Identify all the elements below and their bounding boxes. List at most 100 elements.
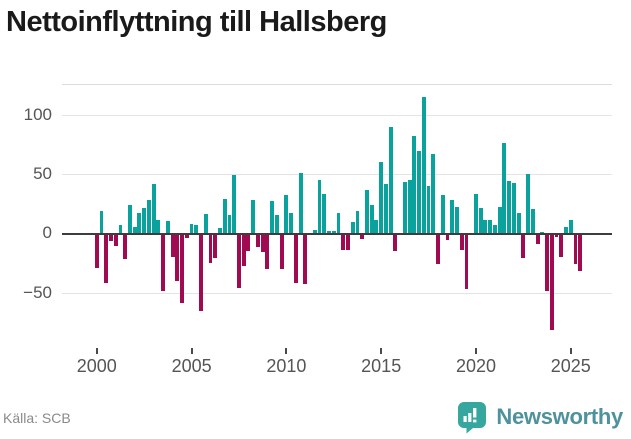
bar-2016Q2 xyxy=(402,182,407,235)
newsworthy-logo-icon xyxy=(456,400,487,434)
x-tick-2020 xyxy=(475,348,477,354)
bar-2021Q3 xyxy=(502,142,507,235)
bar-2017Q2 xyxy=(421,96,426,235)
bar-2005Q2 xyxy=(194,224,199,235)
gridline-100 xyxy=(62,115,612,117)
bar-2007Q2 xyxy=(232,174,237,235)
bar-2003Q2 xyxy=(156,220,161,235)
bar-2006Q2 xyxy=(213,234,218,259)
y-tick-label--50: −50 xyxy=(23,282,52,302)
bar-2022Q4 xyxy=(526,173,531,235)
x-tick-label-2015: 2015 xyxy=(361,356,402,376)
gridline-−50 xyxy=(62,293,612,295)
bar-2015Q2 xyxy=(383,184,388,235)
bar-2014Q1 xyxy=(360,234,365,240)
bar-2007Q3 xyxy=(237,234,241,288)
bar-2009Q4 xyxy=(279,234,284,269)
bar-2021Q1 xyxy=(492,224,497,235)
bar-2025Q1 xyxy=(568,220,573,235)
bar-2001Q3 xyxy=(123,234,128,260)
bar-2018Q3 xyxy=(445,234,450,241)
bar-2011Q3 xyxy=(312,229,317,235)
bar-2003Q1 xyxy=(151,184,156,235)
bar-2012Q2 xyxy=(327,230,331,235)
bar-2001Q4 xyxy=(127,204,132,235)
bar-2011Q4 xyxy=(317,179,322,235)
bar-2012Q1 xyxy=(322,193,327,235)
bar-2013Q2 xyxy=(346,234,350,250)
bar-2015Q4 xyxy=(393,234,398,251)
newsworthy-branding: Newsworthy xyxy=(456,400,623,434)
x-tick-label-2005: 2005 xyxy=(171,356,212,376)
zero-axis-line xyxy=(62,233,612,236)
bar-2025Q3 xyxy=(578,234,583,272)
bar-2000Q4 xyxy=(109,234,113,242)
bar-2012Q3 xyxy=(331,230,336,235)
bar-2014Q4 xyxy=(374,220,379,235)
bar-2010Q2 xyxy=(289,212,294,235)
bar-2020Q1 xyxy=(474,193,478,235)
bar-2008Q1 xyxy=(246,234,251,251)
bar-2022Q3 xyxy=(521,234,526,259)
x-tick-2005 xyxy=(190,348,193,354)
bar-2009Q1 xyxy=(265,234,270,269)
bar-2015Q1 xyxy=(379,161,384,235)
bar-2009Q2 xyxy=(270,201,275,235)
y-tick-label-100: 100 xyxy=(23,104,52,124)
bar-2017Q1 xyxy=(417,151,421,235)
bar-2024Q2 xyxy=(554,234,559,237)
bar-2023Q4 xyxy=(545,234,549,292)
bar-2002Q1 xyxy=(132,227,137,235)
bar-2022Q1 xyxy=(511,183,516,235)
bar-2024Q1 xyxy=(549,234,554,331)
y-tick-label-0: 0 xyxy=(42,223,52,243)
bar-2022Q2 xyxy=(516,212,521,235)
bar-2007Q4 xyxy=(241,234,246,267)
bar-2020Q3 xyxy=(483,220,488,235)
bar-2003Q3 xyxy=(161,234,166,292)
bar-2005Q4 xyxy=(203,214,208,235)
bar-2002Q3 xyxy=(142,208,147,235)
bar-2024Q4 xyxy=(564,227,568,235)
bar-2000Q1 xyxy=(94,234,99,268)
bar-2014Q2 xyxy=(364,190,369,235)
bar-2023Q3 xyxy=(540,231,545,235)
bar-2024Q3 xyxy=(559,234,564,257)
bar-2019Q3 xyxy=(464,234,469,289)
bar-2004Q2 xyxy=(175,234,180,281)
bar-2007Q1 xyxy=(227,215,232,235)
bar-2004Q1 xyxy=(170,234,175,257)
bar-2008Q4 xyxy=(260,234,265,253)
bar-2003Q4 xyxy=(165,221,170,235)
x-tick-label-2000: 2000 xyxy=(76,356,117,376)
x-tick-label-2010: 2010 xyxy=(266,356,307,376)
bar-2004Q4 xyxy=(184,234,189,238)
bar-2001Q2 xyxy=(118,224,123,235)
bar-2013Q1 xyxy=(341,234,346,250)
bar-2025Q2 xyxy=(573,234,578,264)
bar-2016Q3 xyxy=(407,179,412,235)
bar-2010Q1 xyxy=(284,195,289,235)
bar-2021Q4 xyxy=(507,180,512,235)
bar-2014Q3 xyxy=(369,204,374,235)
bar-2001Q1 xyxy=(113,234,118,247)
bar-2012Q4 xyxy=(336,212,341,235)
bar-2006Q1 xyxy=(208,234,213,263)
bar-2018Q2 xyxy=(440,195,445,235)
bar-2016Q4 xyxy=(412,135,417,235)
bar-2000Q3 xyxy=(104,234,109,283)
bar-2010Q3 xyxy=(293,234,298,283)
bar-2019Q2 xyxy=(459,234,464,250)
y-tick-label-50: 50 xyxy=(33,163,52,183)
bar-2021Q2 xyxy=(497,207,502,235)
bar-2018Q4 xyxy=(450,199,455,235)
bar-chart-plot-area xyxy=(62,84,612,342)
gridline-50 xyxy=(62,174,612,176)
bar-2013Q4 xyxy=(355,210,360,235)
bar-2004Q3 xyxy=(180,234,184,304)
bar-2013Q3 xyxy=(350,222,355,235)
x-tick-2000 xyxy=(95,348,98,354)
bar-2005Q1 xyxy=(189,223,194,235)
bar-2010Q4 xyxy=(298,172,303,235)
